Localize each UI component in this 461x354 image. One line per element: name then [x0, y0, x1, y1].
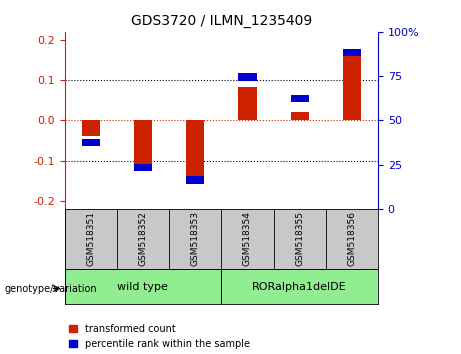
Bar: [290, 95, 309, 102]
Bar: [290, 112, 309, 120]
Bar: [82, 139, 100, 146]
Text: genotype/variation: genotype/variation: [5, 284, 97, 293]
Bar: [343, 49, 361, 56]
Bar: [238, 73, 256, 81]
Text: GSM518351: GSM518351: [86, 211, 95, 267]
Legend: transformed count, percentile rank within the sample: transformed count, percentile rank withi…: [70, 324, 250, 349]
Bar: [65, 269, 221, 304]
Text: GSM518355: GSM518355: [295, 211, 304, 267]
Text: RORalpha1delDE: RORalpha1delDE: [252, 282, 347, 292]
Bar: [134, 164, 152, 171]
Bar: [186, 120, 204, 183]
Bar: [343, 50, 361, 120]
Text: GSM518352: GSM518352: [138, 211, 148, 267]
Text: GSM518354: GSM518354: [243, 211, 252, 267]
Title: GDS3720 / ILMN_1235409: GDS3720 / ILMN_1235409: [130, 14, 312, 28]
Text: GSM518353: GSM518353: [191, 211, 200, 267]
Bar: [221, 269, 378, 304]
Bar: [238, 87, 256, 120]
Bar: [82, 120, 100, 136]
Bar: [186, 176, 204, 183]
Bar: [134, 120, 152, 167]
Text: wild type: wild type: [118, 282, 168, 292]
Text: GSM518356: GSM518356: [348, 211, 356, 267]
